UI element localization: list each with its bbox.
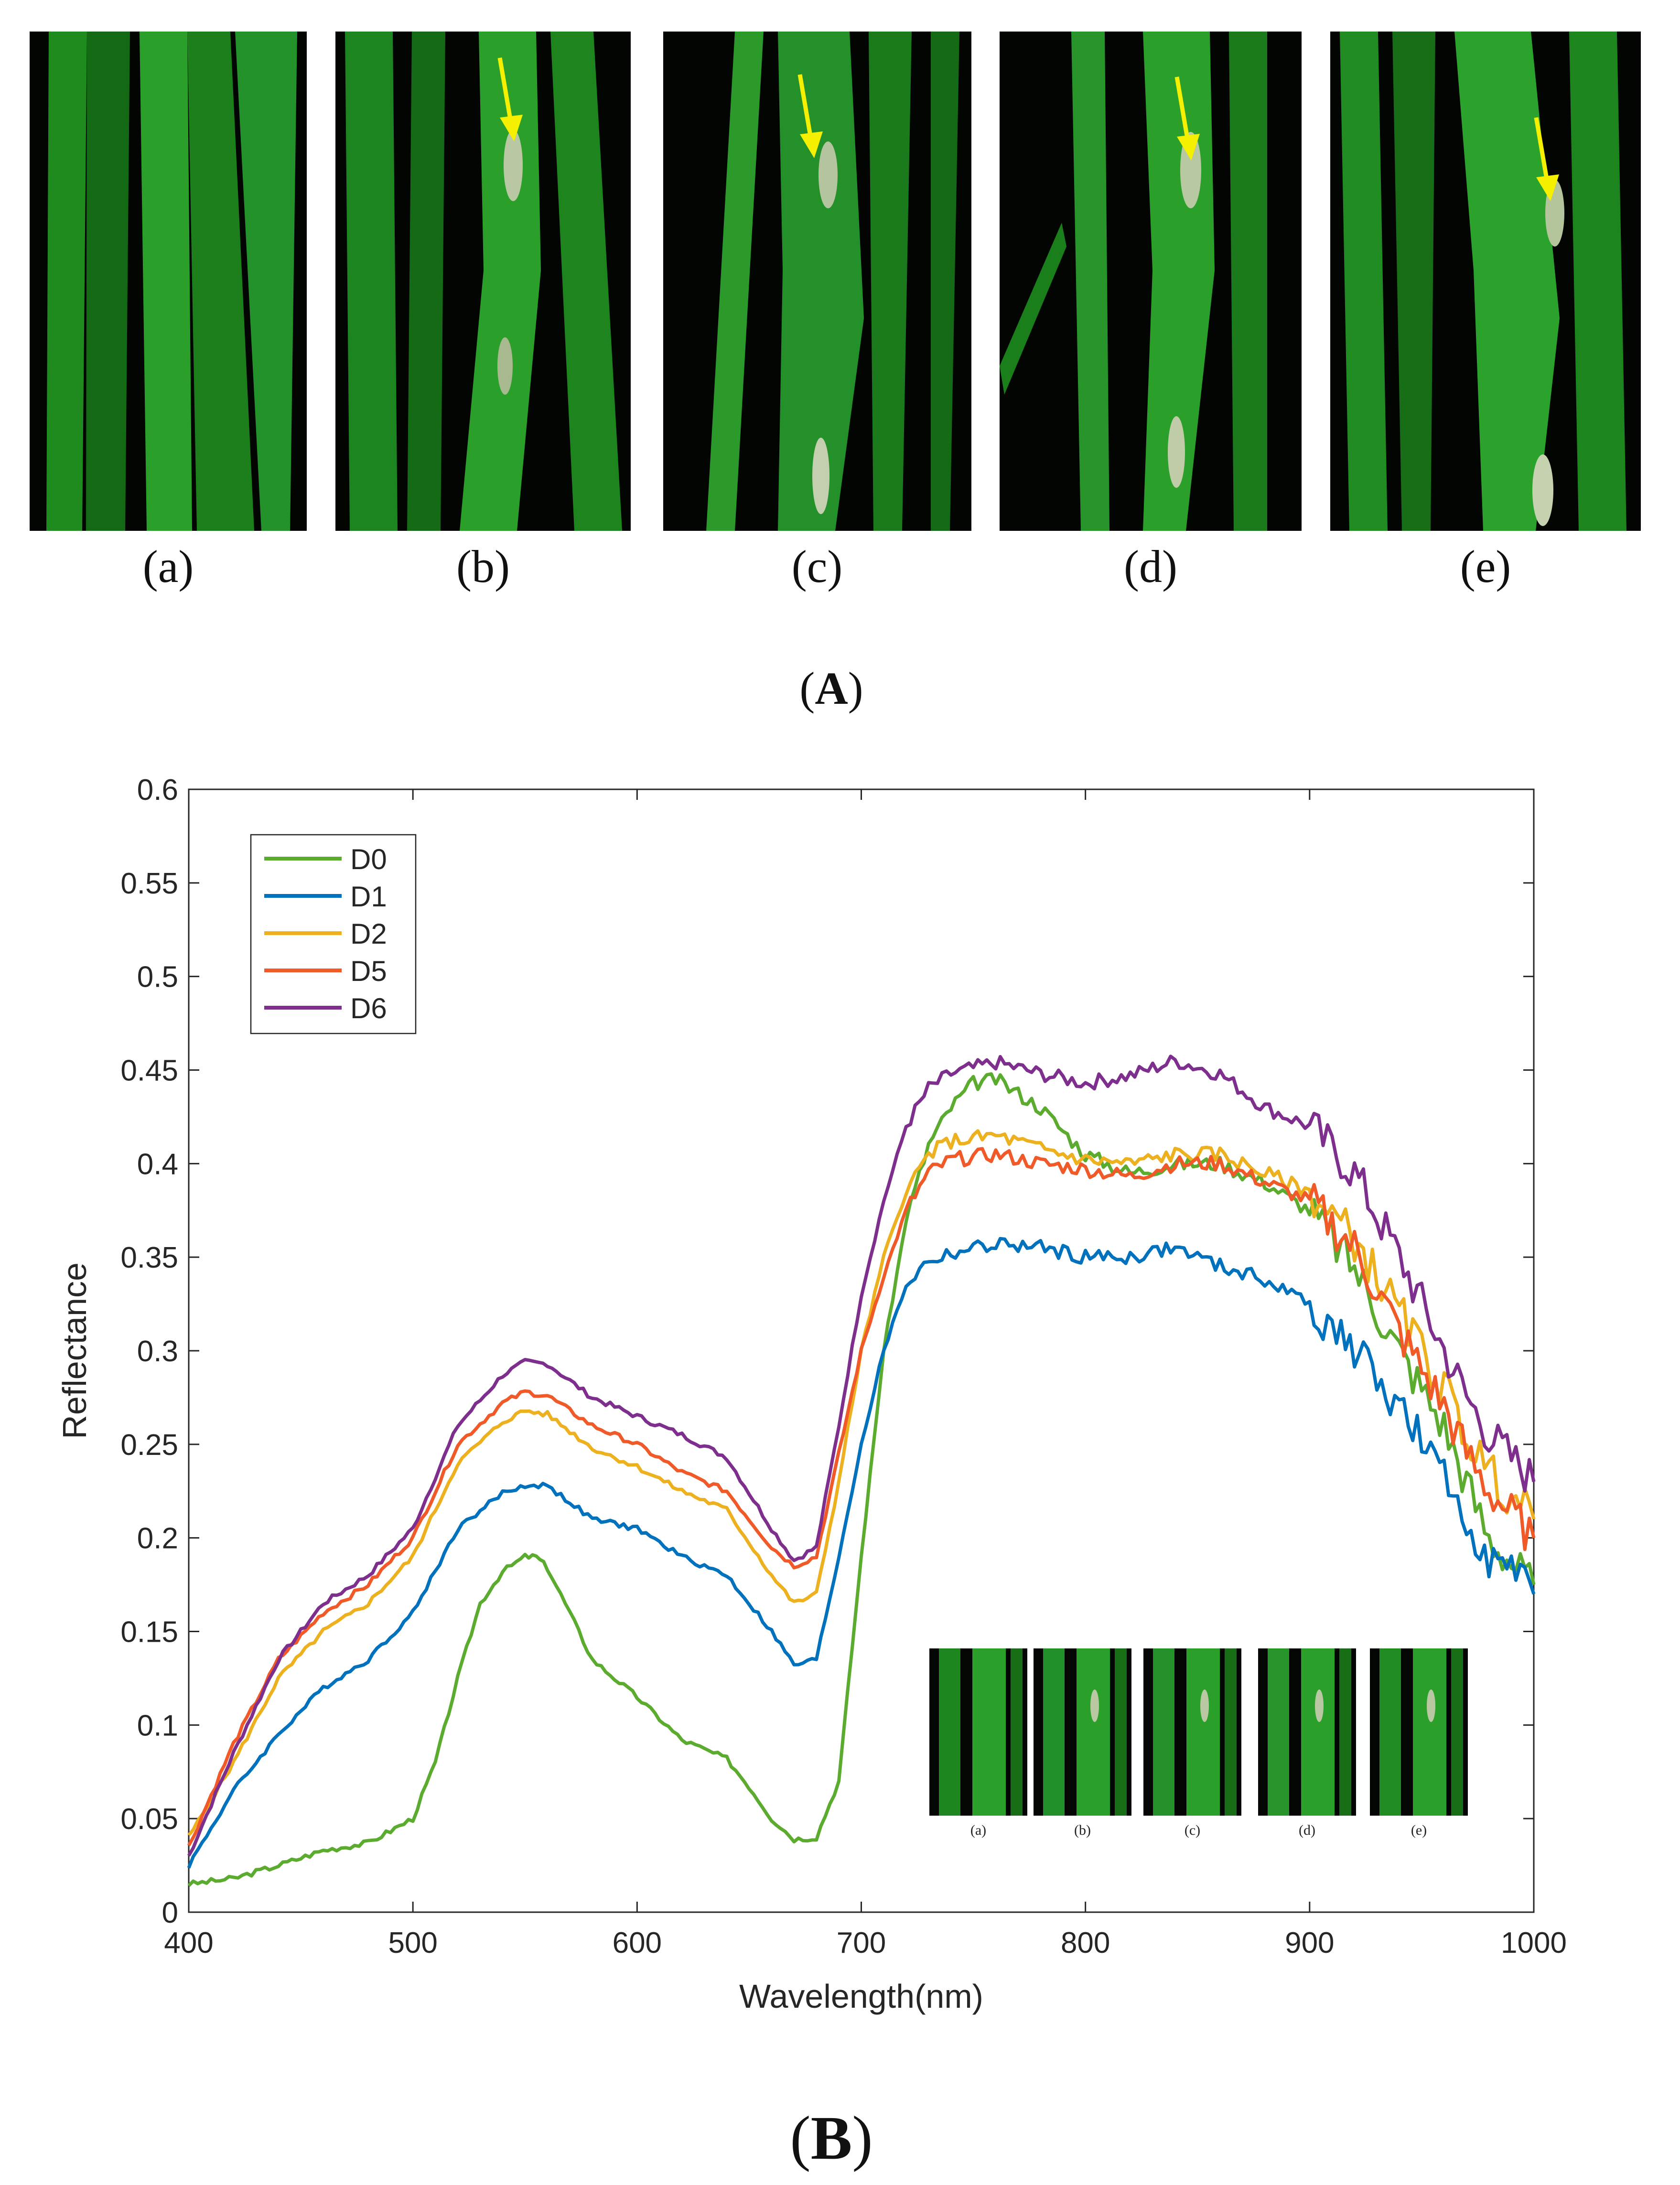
y-tick-label: 0.4 [137,1148,178,1181]
photo-label-b: (b) [456,541,510,592]
inset-lesion [1427,1690,1435,1722]
y-tick-label: 0.5 [137,961,178,994]
y-tick-label: 0.55 [120,867,178,900]
leaf-image-e [1330,32,1641,531]
series-line-d0 [187,1072,1536,1887]
inset-leaf [1225,1648,1237,1816]
panel-a-letter: A [815,663,848,714]
legend-label: D1 [350,881,387,913]
inset-label: (d) [1299,1822,1315,1838]
photo-panel-b [335,32,631,531]
y-tick-label: 0.15 [120,1616,178,1649]
y-tick-label: 0.35 [120,1241,178,1274]
series-line-d1 [187,1237,1536,1869]
arrow-icon [797,74,823,158]
inset-leaf [1186,1648,1220,1816]
inset-leaf [1339,1648,1351,1816]
inset-lesion [1090,1690,1099,1722]
y-tick-label: 0.6 [137,774,178,807]
photo-label-a: (a) [142,541,194,592]
panel-b-letter: B [810,2104,852,2173]
panel-a-label: (A) [799,663,863,714]
x-tick-label: 1000 [1501,1927,1567,1959]
y-tick-label: 0.05 [120,1803,178,1836]
x-axis-label: Wavelength(nm) [739,1978,983,2015]
chart-layer: 0 0.05 0.1 0.15 0.2 0.25 0.3 0.35 0.4 0.45 0.5 0.55… [56,774,1567,2015]
inset-leaf [1077,1648,1110,1816]
inset-leaf [1043,1648,1065,1816]
y-tick-label: 0.1 [137,1709,178,1742]
arrow-icon [1174,76,1200,161]
photo-panel-d [1000,32,1302,531]
x-tick-label: 900 [1285,1927,1334,1959]
legend-label: D6 [350,992,387,1024]
photo-panel-a [30,32,307,531]
x-tick-label: 500 [388,1927,437,1959]
arrow-icon [1534,117,1559,201]
y-axis-label: Reflectance [56,1262,93,1439]
legend-label: D0 [350,843,387,875]
inset-leaf [1011,1648,1023,1816]
inset-lesion [1200,1690,1209,1722]
legend-label: D5 [350,955,387,987]
leaf-image-c [663,32,971,531]
photo-panel-e [1330,32,1641,531]
inset-leaf [1301,1648,1335,1816]
inset-leaf [1451,1648,1463,1816]
inset-label: (e) [1411,1822,1427,1838]
y-tick-label: 0 [162,1896,178,1929]
photo-label-e: (e) [1460,541,1511,592]
inset-label: (c) [1185,1822,1200,1838]
leaf-image-d [1000,32,1302,531]
inset-leaf [1153,1648,1174,1816]
y-tick-label: 0.25 [120,1429,178,1462]
y-tick-label: 0.45 [120,1055,178,1087]
inset-label: (b) [1074,1822,1091,1838]
reflectance-chart: 0 0.05 0.1 0.15 0.2 0.25 0.3 0.35 0.4 0.45 0.5 0.55… [56,774,1567,2015]
y-tick-label: 0.2 [137,1522,178,1555]
leaf-image-b [335,32,631,531]
x-tick-label: 400 [164,1927,213,1959]
photo-label-d: (d) [1124,541,1177,592]
leaf-image-a [30,32,307,531]
y-tick-label: 0.3 [137,1335,178,1368]
inset-leaf [1413,1648,1446,1816]
inset-leaf [972,1648,1006,1816]
inset-leaf [1115,1648,1127,1816]
x-tick-label: 800 [1061,1927,1110,1959]
inset-label: (a) [970,1822,986,1838]
photo-label-c: (c) [791,541,843,592]
inset-leaf [1268,1648,1289,1816]
x-tick-label: 700 [837,1927,886,1959]
x-tick-label: 600 [613,1927,662,1959]
arrow-icon [497,57,523,141]
legend-label: D2 [350,918,387,950]
inset-lesion [1315,1690,1324,1722]
series-line-d6 [187,1055,1536,1857]
inset-leaf [939,1648,960,1816]
panel-b-label: (B) [790,2104,873,2173]
photo-panel-c [663,32,971,531]
series-line-d5 [187,1147,1536,1847]
inset-leaf [1379,1648,1401,1816]
